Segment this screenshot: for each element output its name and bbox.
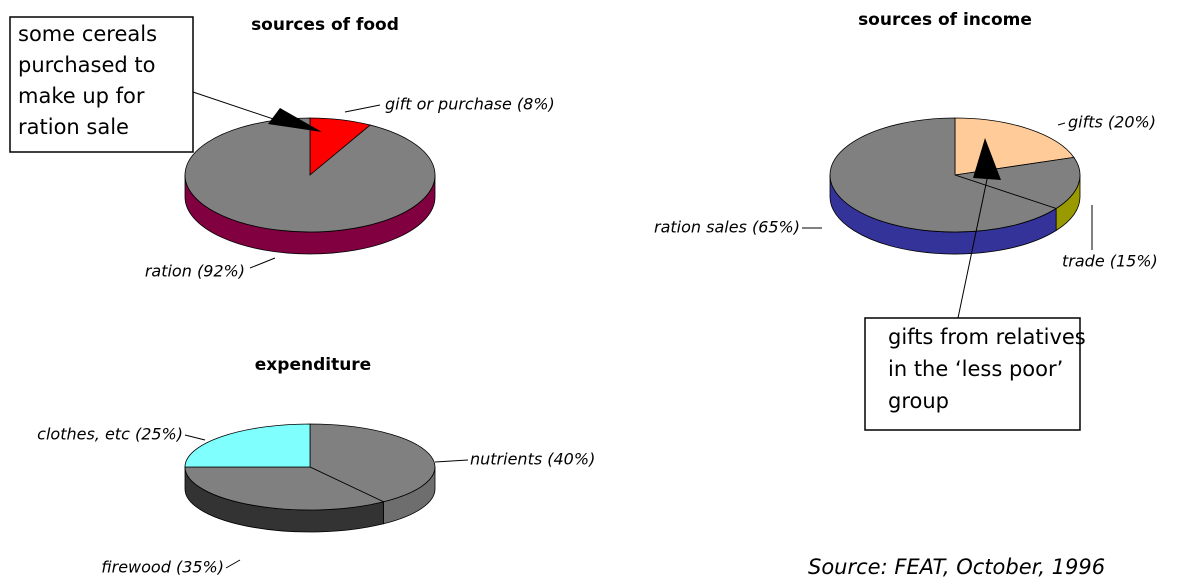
chart-title: expenditure: [255, 355, 371, 375]
leader-line: [344, 104, 381, 113]
leader-line: [1057, 122, 1066, 126]
source: Source: FEAT, October, 1996: [808, 555, 1105, 579]
slice-label: gifts (20%): [1068, 113, 1156, 132]
annotation-text: group: [888, 389, 949, 413]
annotation-arrow: [973, 138, 1001, 180]
chart-title: sources of food: [251, 15, 399, 35]
chart-title: sources of income: [858, 10, 1032, 30]
pie-slice: [954, 156, 1081, 209]
slice-label: nutrients (40%): [470, 450, 595, 469]
leader-line: [184, 434, 206, 441]
pie-slice: [309, 423, 436, 503]
slice-label: ration sales (65%): [654, 218, 800, 237]
pie-slice: [184, 117, 436, 233]
pie-slice: [829, 117, 1058, 233]
annotation-text: ration sale: [18, 115, 129, 139]
pie-slice: [184, 423, 311, 468]
leader-line: [434, 459, 469, 463]
annotation-text: make up for: [18, 84, 145, 108]
leader-line: [249, 257, 276, 269]
annotation-box: [864, 317, 1081, 431]
annotation-arrow: [268, 108, 322, 132]
annotation-text: in the ‘less poor’: [888, 357, 1063, 381]
slice-label: trade (15%): [1062, 252, 1158, 271]
slice-label: firewood (35%): [101, 558, 224, 577]
pie-slice: [184, 466, 385, 511]
slice-label: gift or purchase (8%): [385, 95, 555, 114]
slice-label: clothes, etc (25%): [37, 425, 183, 444]
annotation-box: [9, 16, 194, 153]
annotation-text: purchased to: [18, 53, 155, 77]
annotation-text: some cereals: [18, 22, 157, 46]
slice-label: ration (92%): [145, 262, 245, 281]
annotation-line: [957, 164, 991, 319]
leader-line: [225, 559, 241, 569]
annotation-text: gifts from relatives: [888, 325, 1086, 349]
